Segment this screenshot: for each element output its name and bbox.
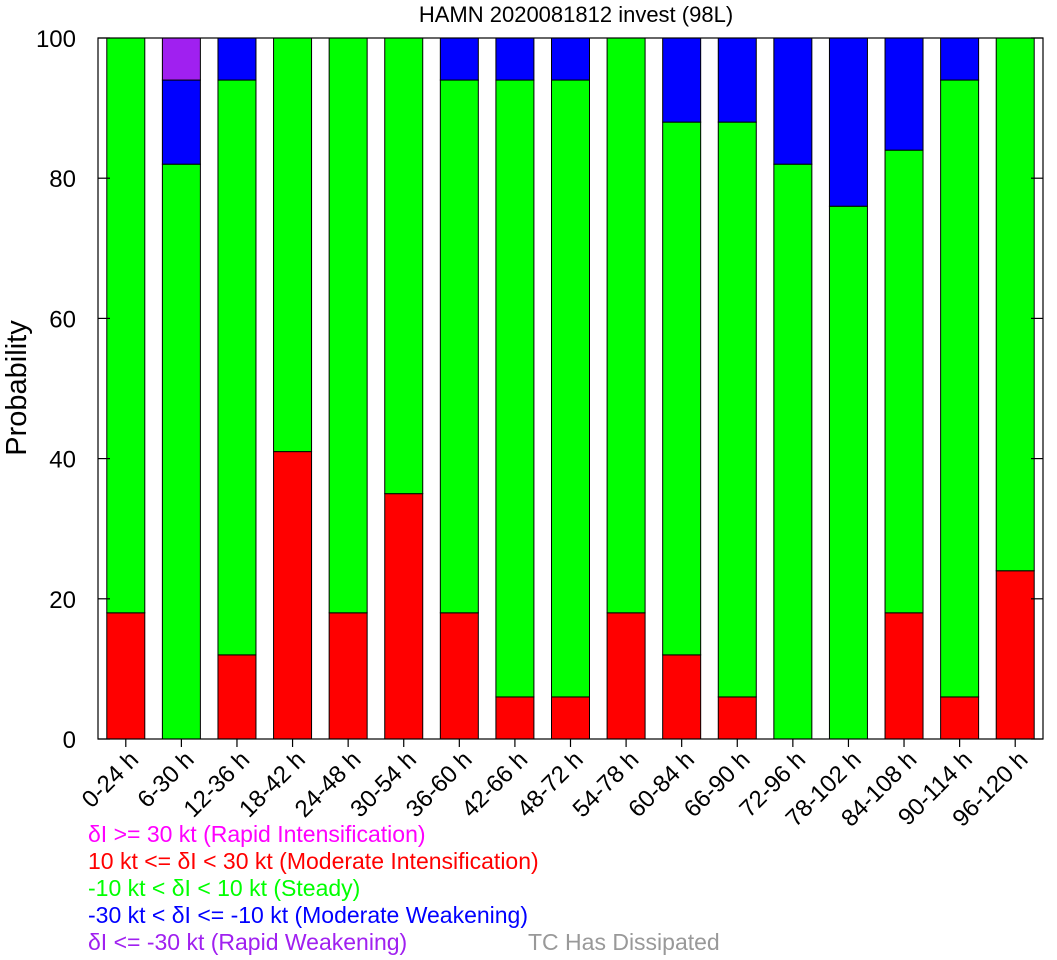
bar-steady-14 xyxy=(884,149,924,614)
bar-steady-13 xyxy=(828,205,868,740)
legend-tc-dissipated: TC Has Dissipated xyxy=(528,929,720,955)
bar-steady-5 xyxy=(384,37,424,495)
bars-group xyxy=(106,37,1035,740)
bar-steady-12 xyxy=(773,163,813,740)
x-ticks-group: 0-24 h6-30 h12-36 h18-42 h24-48 h30-54 h… xyxy=(77,739,1033,832)
bar-mw-2 xyxy=(217,37,257,81)
bar-mw-12 xyxy=(773,37,813,165)
y-tick-label-3: 60 xyxy=(49,306,76,333)
bar-mw-15 xyxy=(940,37,980,81)
y-tick-label-1: 20 xyxy=(49,587,76,614)
bar-mi-0 xyxy=(106,612,146,740)
legend-steady: -10 kt < δI < 10 kt (Steady) xyxy=(88,875,361,901)
bar-steady-10 xyxy=(662,121,702,656)
bar-mw-11 xyxy=(717,37,757,123)
y-tick-label-4: 80 xyxy=(49,166,76,193)
bar-mi-3 xyxy=(273,451,313,740)
bar-mw-1 xyxy=(161,79,201,165)
bar-steady-1 xyxy=(161,163,201,740)
bar-mi-8 xyxy=(551,696,590,740)
legend-moderate-intensification: 10 kt <= δI < 30 kt (Moderate Intensific… xyxy=(88,848,539,874)
bar-mi-6 xyxy=(439,612,479,740)
bar-mw-14 xyxy=(884,37,924,151)
bar-mi-16 xyxy=(995,570,1035,740)
bar-mi-9 xyxy=(606,612,646,740)
bar-steady-16 xyxy=(995,37,1035,572)
bar-steady-4 xyxy=(328,37,368,614)
legend-rapid-weakening: δI <= -30 kt (Rapid Weakening) xyxy=(88,929,408,955)
bar-mi-15 xyxy=(940,696,980,740)
bar-steady-0 xyxy=(106,37,146,614)
bar-mi-2 xyxy=(217,654,257,740)
y-tick-label-5: 100 xyxy=(36,26,76,53)
bar-mi-10 xyxy=(662,654,702,740)
bar-mi-4 xyxy=(328,612,368,740)
bar-steady-11 xyxy=(717,121,757,698)
y-tick-label-2: 40 xyxy=(49,447,76,474)
legend-moderate-weakening: -30 kt < δI <= -10 kt (Moderate Weakenin… xyxy=(88,902,529,928)
legend-rapid-intensification: δI >= 30 kt (Rapid Intensification) xyxy=(88,821,426,847)
bar-mw-7 xyxy=(495,37,535,81)
bar-mw-10 xyxy=(662,37,702,123)
x-tick-label-0: 0-24 h xyxy=(77,746,144,813)
bar-mw-13 xyxy=(828,37,868,207)
bar-mi-11 xyxy=(717,696,757,740)
bar-steady-6 xyxy=(439,79,479,614)
y-ticks-group: 0 20 40 60 80 100 xyxy=(36,26,1043,754)
bar-steady-7 xyxy=(495,79,535,698)
bar-rw-1 xyxy=(161,37,201,81)
chart-title: HAMN 2020081812 invest (98L) xyxy=(419,2,733,27)
bar-mi-14 xyxy=(884,612,924,740)
y-tick-label-0: 0 xyxy=(63,727,76,754)
bar-steady-9 xyxy=(606,37,646,614)
bar-steady-15 xyxy=(940,79,980,698)
bar-mi-5 xyxy=(384,493,424,740)
y-axis-label: Probability xyxy=(1,320,33,456)
bar-mi-7 xyxy=(495,696,535,740)
bar-mw-6 xyxy=(439,37,479,81)
bar-steady-8 xyxy=(551,79,590,698)
bar-steady-2 xyxy=(217,79,257,656)
bar-mw-8 xyxy=(551,37,590,81)
bar-steady-3 xyxy=(273,37,313,453)
